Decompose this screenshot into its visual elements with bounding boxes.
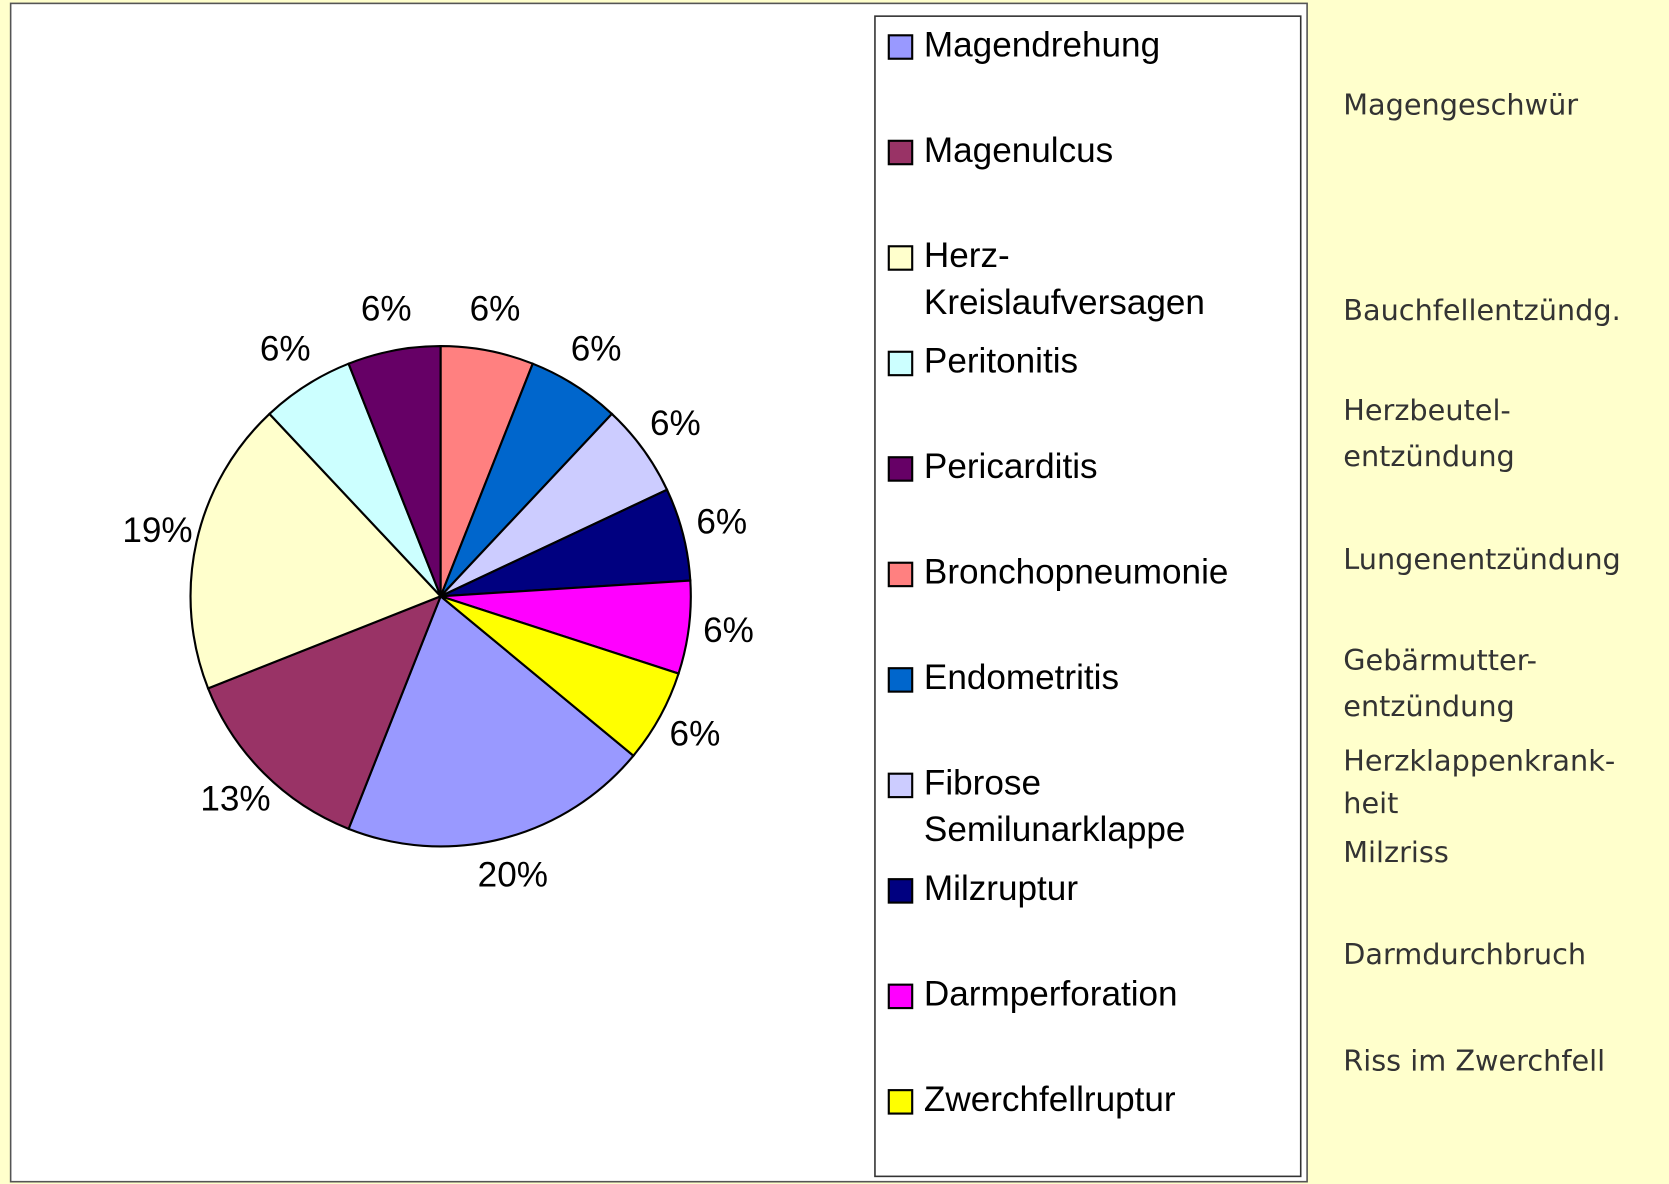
legend-swatch bbox=[887, 1089, 914, 1115]
legend-label: Fibrose Semilunarklappe bbox=[924, 764, 1186, 850]
translation: Bauchfellentzündg. bbox=[1343, 293, 1620, 327]
legend-label: Endometritis bbox=[924, 658, 1119, 697]
legend-label: Herz-Kreislaufversagen bbox=[924, 236, 1205, 322]
pie-slice bbox=[347, 594, 635, 848]
translation: Gebärmutter-entzündung bbox=[1343, 643, 1537, 723]
legend-label: Magendrehung bbox=[924, 25, 1160, 64]
translation: Lungenentzündung bbox=[1343, 542, 1620, 576]
data-label: 6% bbox=[650, 404, 701, 443]
data-label: 20% bbox=[478, 856, 548, 895]
translation: Milzriss bbox=[1343, 835, 1449, 869]
pie-slice bbox=[189, 412, 443, 690]
data-label: 6% bbox=[703, 611, 754, 650]
legend-label: Milzruptur bbox=[924, 869, 1078, 908]
data-label: 6% bbox=[696, 502, 747, 541]
legend-swatch bbox=[887, 878, 914, 904]
pie-slice bbox=[206, 594, 443, 831]
legend-swatch bbox=[887, 350, 914, 377]
data-label: 6% bbox=[470, 290, 521, 329]
legend-label: Darmperforation bbox=[924, 975, 1178, 1014]
legend-swatch bbox=[887, 667, 914, 693]
legend-swatch bbox=[887, 561, 914, 588]
legend-label: Peritonitis bbox=[924, 342, 1078, 381]
legend-label: Magenulcus bbox=[924, 131, 1113, 170]
data-label: 6% bbox=[260, 330, 311, 369]
data-label: 6% bbox=[670, 714, 721, 753]
translation: Herzklappenkrank-heit bbox=[1343, 743, 1615, 820]
translation: Riss im Zwerchfell bbox=[1343, 1043, 1605, 1077]
data-label: 13% bbox=[200, 780, 270, 819]
legend-swatch bbox=[887, 983, 914, 1010]
legend-label: Bronchopneumonie bbox=[924, 553, 1229, 592]
legend-swatch bbox=[887, 245, 914, 271]
data-label: 6% bbox=[361, 290, 412, 329]
translation: Darmdurchbruch bbox=[1343, 937, 1586, 971]
legend-swatch bbox=[887, 772, 914, 799]
legend-label: Pericarditis bbox=[924, 447, 1098, 486]
pie-slice bbox=[439, 595, 680, 758]
legend-swatch bbox=[887, 34, 914, 60]
translation: Magengeschwür bbox=[1343, 88, 1578, 122]
legend-swatch bbox=[887, 456, 914, 482]
translation: Herzbeutel-entzündung bbox=[1343, 393, 1514, 473]
legend-box bbox=[874, 15, 1302, 1178]
data-label: 6% bbox=[571, 330, 622, 369]
data-label: 19% bbox=[122, 511, 192, 550]
legend-label: Zwerchfellruptur bbox=[924, 1080, 1176, 1119]
legend-swatch bbox=[887, 139, 914, 166]
